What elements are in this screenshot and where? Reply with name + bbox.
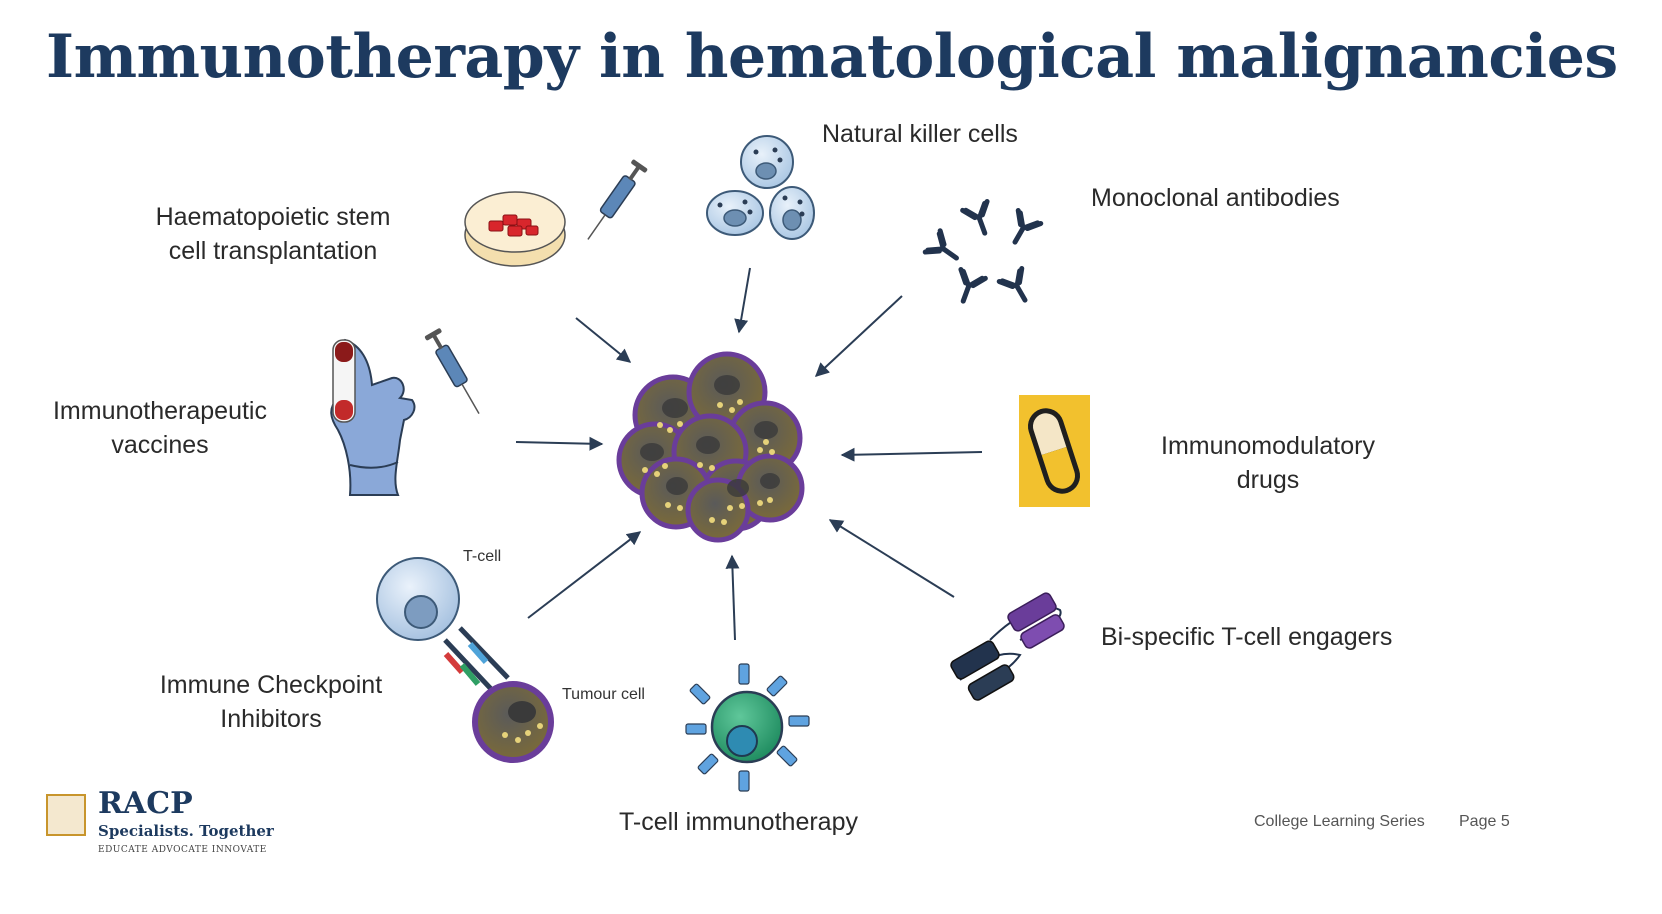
footer-page-number: Page 5	[1459, 813, 1510, 830]
arrow-vaccines	[515, 436, 604, 451]
logo-tagline: Specialists. Together	[98, 822, 274, 840]
label-checkpoint: Immune Checkpoint Inhibitors	[146, 668, 396, 736]
arrow-tcell	[725, 554, 740, 641]
footer-series: College Learning Series	[1254, 813, 1425, 830]
logo-name: RACP	[98, 786, 193, 821]
label-checkpoint-line2: Inhibitors	[220, 705, 322, 733]
label-t-cell: T-cell	[463, 548, 502, 565]
arrows	[515, 267, 983, 641]
label-monoclonal-antibodies: Monoclonal antibodies	[1091, 184, 1340, 212]
label-hsct: Haematopoietic stem cell transplantation	[140, 200, 406, 268]
logo-motto: EDUCATE ADVOCATE INNOVATE	[98, 845, 267, 855]
label-hsct-line2: cell transplantation	[168, 237, 378, 265]
petri-dish-icon	[464, 191, 566, 267]
label-tcell-immunotherapy: T-cell immunotherapy	[619, 808, 858, 836]
racp-logo: RACP Specialists. Together EDUCATE ADVOC…	[46, 786, 296, 862]
arrow-hsct	[575, 317, 632, 363]
arrow-checkpoint	[527, 531, 642, 619]
label-vaccines-line1: Immunotherapeutic	[52, 397, 267, 425]
label-tumour-cell: Tumour cell	[562, 686, 645, 703]
tumour-cluster-icon	[616, 351, 805, 543]
label-vaccines-line2: vaccines	[111, 431, 209, 459]
checkpoint-cells-icon	[376, 557, 554, 763]
arrow-bite	[828, 519, 955, 598]
label-imid-line1: Immunomodulatory	[1161, 432, 1375, 460]
car-t-cell-icon	[685, 663, 810, 792]
label-vaccines: Immunotherapeutic vaccines	[40, 394, 280, 462]
label-immunomodulatory: Immunomodulatory drugs	[1148, 429, 1388, 497]
vaccine-hand-icon	[330, 338, 416, 496]
crest-icon	[46, 794, 86, 836]
nk-cells-icon	[706, 135, 815, 240]
arrow-imid	[840, 447, 983, 462]
label-bispecific: Bi-specific T-cell engagers	[1101, 623, 1393, 651]
arrow-mab	[814, 295, 903, 377]
arrow-nk	[734, 267, 751, 334]
vaccine-syringe-icon	[424, 328, 480, 414]
label-hsct-line1: Haematopoietic stem	[155, 203, 391, 231]
label-checkpoint-line1: Immune Checkpoint	[159, 671, 383, 699]
bispecific-engager-icon	[950, 592, 1065, 701]
syringe-icon	[587, 159, 648, 240]
label-nk-cells: Natural killer cells	[822, 120, 1018, 148]
slide-title: Immunotherapy in hematological malignanc…	[46, 22, 1618, 92]
capsule-icon	[1019, 395, 1090, 507]
antibodies-icon	[922, 198, 1044, 304]
label-imid-line2: drugs	[1236, 466, 1300, 494]
